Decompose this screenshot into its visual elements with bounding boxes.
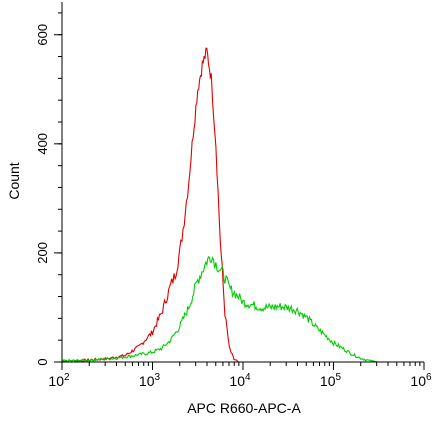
plot-area [61,47,424,363]
x-tick-label: 106 [410,372,432,389]
x-tick-label: 102 [48,372,70,389]
y-tick-label: 400 [35,133,50,155]
axes: 102 103 104 105 106 0 200 400 600 [35,2,432,389]
x-tick-label: 105 [320,372,342,389]
y-tick-label: 600 [35,24,50,46]
y-tick-label: 0 [35,358,50,365]
series-0-line [61,47,424,363]
x-axis-label: APC R660-APC-A [187,400,301,416]
series-1-line [61,255,424,363]
x-tick-label: 104 [229,372,251,389]
x-tick-label: 103 [139,372,161,389]
y-axis-label: Count [6,162,22,199]
y-tick-label: 200 [35,242,50,264]
